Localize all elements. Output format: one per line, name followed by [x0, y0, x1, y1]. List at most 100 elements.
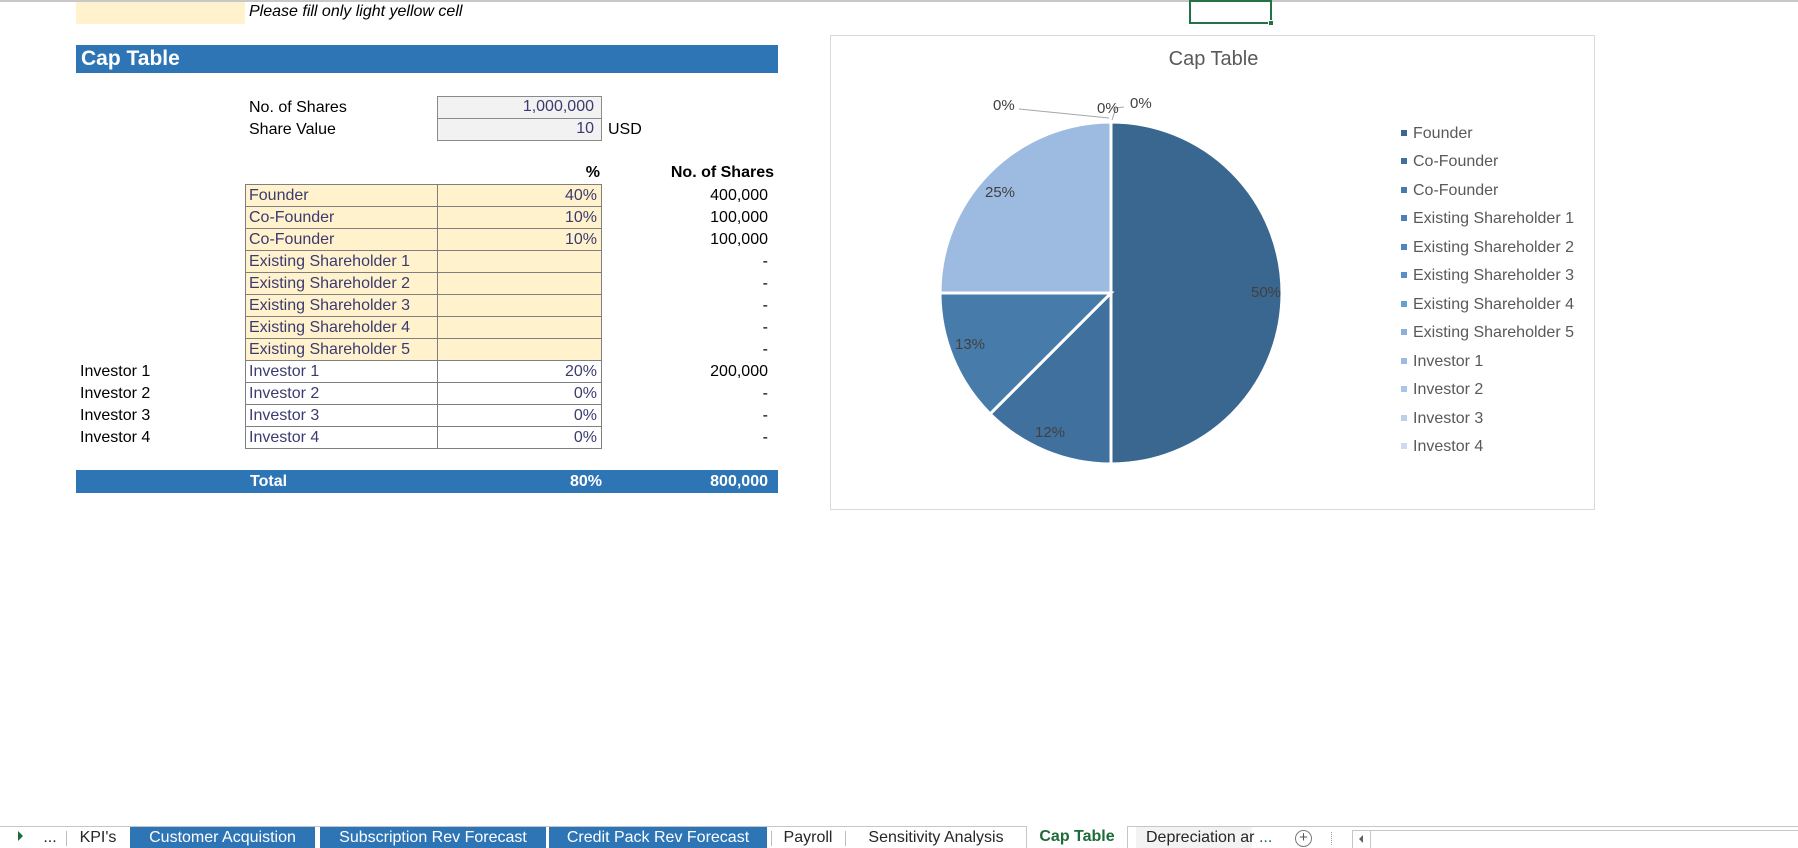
pct-cell[interactable]: 20%: [437, 360, 602, 383]
investor-side-label: Investor 4: [80, 429, 151, 446]
shares-value: 100,000: [710, 209, 768, 226]
legend-label: Existing Shareholder 2: [1413, 239, 1574, 256]
slice-investor-1[interactable]: [938, 120, 1113, 295]
holder-name-cell[interactable]: Existing Shareholder 2: [245, 272, 438, 295]
leader-line: [1018, 108, 1110, 119]
holder-name-cell[interactable]: Co-Founder: [245, 228, 438, 251]
shares-value: -: [762, 407, 768, 424]
pct-cell[interactable]: 10%: [437, 228, 602, 251]
pct-cell[interactable]: [437, 294, 602, 317]
tab-payroll[interactable]: Payroll: [783, 829, 833, 846]
investor-side-label: Investor 3: [80, 407, 151, 424]
table-row: Co-Founder 10%: [245, 228, 602, 251]
table-row: Investor 4 0%: [245, 426, 602, 449]
legend-swatch-icon: [1401, 157, 1407, 164]
legend-swatch-icon: [1401, 300, 1407, 307]
table-row: Founder 40%: [245, 184, 602, 207]
holder-name-cell[interactable]: Existing Shareholder 5: [245, 338, 438, 361]
pct-cell[interactable]: 0%: [437, 404, 602, 427]
splitter-handle[interactable]: [1331, 832, 1332, 845]
selected-cell[interactable]: [1189, 0, 1272, 24]
tabs-overflow-left[interactable]: ...: [43, 829, 57, 846]
legend-item[interactable]: Existing Shareholder 3: [1401, 266, 1574, 286]
shares-column-header: No. of Shares: [670, 164, 774, 181]
shares-input[interactable]: 1,000,000: [437, 96, 602, 119]
share-value-label: Share Value: [249, 121, 336, 138]
legend-item[interactable]: Existing Shareholder 4: [1401, 295, 1574, 315]
data-label-investor-1: 25%: [985, 184, 1016, 201]
shares-value: -: [762, 429, 768, 446]
pie-plot: [938, 106, 1284, 466]
shares-value: -: [762, 341, 768, 358]
legend-label: Existing Shareholder 1: [1413, 210, 1574, 227]
tab-credit-pack-rev-forecast[interactable]: Credit Pack Rev Forecast: [549, 827, 767, 848]
total-pct: 80%: [569, 473, 602, 490]
table-row: Co-Founder 10%: [245, 206, 602, 229]
legend-swatch-icon: [1401, 357, 1407, 364]
shares-value: -: [762, 319, 768, 336]
tab-kpis[interactable]: KPI's: [79, 829, 117, 846]
table-row: Investor 3 0%: [245, 404, 602, 427]
pct-cell[interactable]: 40%: [437, 184, 602, 207]
tab-subscription-rev-forecast[interactable]: Subscription Rev Forecast: [320, 827, 546, 848]
legend-item[interactable]: Co-Founder: [1401, 152, 1498, 172]
pct-cell[interactable]: [437, 250, 602, 273]
fill-handle[interactable]: [1268, 20, 1274, 26]
tab-customer-acquisition[interactable]: Customer Acquistion: [130, 827, 315, 848]
pct-cell[interactable]: [437, 272, 602, 295]
cap-table-pie-chart[interactable]: Cap Table 50% 12% 13% 25% 0% 0% 0% Found…: [830, 35, 1595, 510]
pct-cell[interactable]: 10%: [437, 206, 602, 229]
pct-cell[interactable]: 0%: [437, 382, 602, 405]
legend-swatch-icon: [1401, 243, 1407, 250]
legend-item[interactable]: Existing Shareholder 1: [1401, 209, 1574, 229]
holder-name-cell[interactable]: Existing Shareholder 4: [245, 316, 438, 339]
scroll-tabs-right-icon[interactable]: [18, 831, 23, 841]
data-label-co-founder-2: 13%: [955, 336, 986, 353]
holder-name-cell[interactable]: Founder: [245, 184, 438, 207]
horizontal-scrollbar[interactable]: [1352, 830, 1798, 848]
slice-co-founder-1[interactable]: [987, 289, 1113, 466]
legend-item[interactable]: Existing Shareholder 2: [1401, 238, 1574, 258]
holder-name-cell[interactable]: Investor 3: [245, 404, 438, 427]
holder-name-cell[interactable]: Co-Founder: [245, 206, 438, 229]
legend-item[interactable]: Founder: [1401, 124, 1473, 144]
holder-name-cell[interactable]: Investor 1: [245, 360, 438, 383]
legend-swatch-icon: [1401, 414, 1407, 421]
table-row: Existing Shareholder 4: [245, 316, 602, 339]
tab-depreciation[interactable]: Depreciation ar ...: [1136, 827, 1272, 848]
legend-item[interactable]: Investor 2: [1401, 380, 1483, 400]
pct-cell[interactable]: [437, 338, 602, 361]
shares-label: No. of Shares: [249, 99, 347, 116]
legend-item[interactable]: Co-Founder: [1401, 181, 1498, 201]
pct-column-header: %: [585, 164, 600, 181]
data-label-investor-3: 0%: [1097, 100, 1119, 117]
slice-co-founder-2[interactable]: [938, 291, 1115, 417]
legend-swatch-icon: [1401, 328, 1407, 335]
legend-label: Investor 1: [1413, 353, 1484, 370]
legend-item[interactable]: Investor 4: [1401, 437, 1483, 457]
holder-name-cell[interactable]: Existing Shareholder 1: [245, 250, 438, 273]
pct-cell[interactable]: 0%: [437, 426, 602, 449]
add-sheet-icon[interactable]: +: [1295, 830, 1312, 847]
holder-name-cell[interactable]: Investor 2: [245, 382, 438, 405]
pct-cell[interactable]: [437, 316, 602, 339]
legend-swatch-icon: [1401, 271, 1407, 278]
legend-label: Founder: [1413, 125, 1473, 142]
share-value-input[interactable]: 10: [437, 118, 602, 141]
currency-unit: USD: [608, 121, 642, 138]
tab-sensitivity-analysis[interactable]: Sensitivity Analysis: [868, 829, 1004, 846]
holder-name-cell[interactable]: Existing Shareholder 3: [245, 294, 438, 317]
legend-item[interactable]: Existing Shareholder 5: [1401, 323, 1574, 343]
page-title: Cap Table: [76, 45, 778, 73]
holder-name-cell[interactable]: Investor 4: [245, 426, 438, 449]
tabs-overflow-right[interactable]: ...: [1258, 829, 1273, 846]
legend-item[interactable]: Investor 1: [1401, 352, 1483, 372]
slice-founder[interactable]: [1109, 120, 1284, 466]
tab-cap-table[interactable]: Cap Table: [1026, 826, 1128, 848]
legend-item[interactable]: Investor 3: [1401, 409, 1483, 429]
scroll-left-arrow-icon[interactable]: [1359, 835, 1363, 843]
sheet-tab-bar: ... KPI's Customer Acquistion Subscripti…: [0, 826, 1798, 848]
input-color-swatch[interactable]: [76, 2, 245, 24]
investor-side-label: Investor 2: [80, 385, 151, 402]
tab-separator: [771, 831, 772, 846]
